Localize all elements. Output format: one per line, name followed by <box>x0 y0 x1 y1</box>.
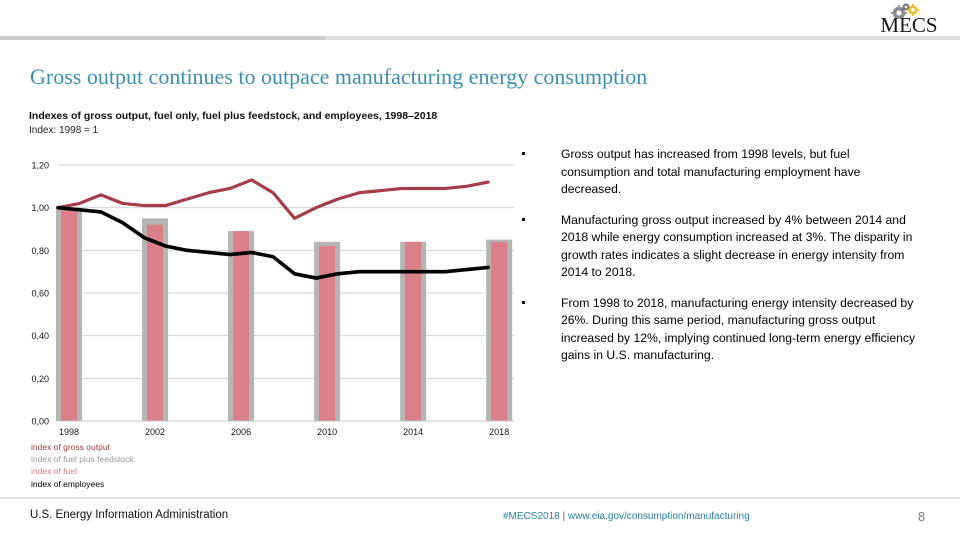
list-item: Manufacturing gross output increased by … <box>519 212 919 282</box>
x-axis-tick-label: 2014 <box>403 427 423 437</box>
footer-separator: | <box>562 511 566 522</box>
bullet-icon <box>522 300 525 304</box>
y-axis-tick-label: 0,40 <box>31 331 49 341</box>
insights-list: Gross output has increased from 1998 lev… <box>519 146 919 378</box>
footer-hashtag: #MECS2018 <box>503 511 560 522</box>
x-axis-tick-label: 2018 <box>489 427 509 437</box>
index-line-bar-chart: 0,00 0,20 0,40 0,60 0,80 1,00 1,20 1998 2002 2006… <box>31 161 514 437</box>
y-axis-tick-label: 1,20 <box>31 161 49 171</box>
page-header: MECS <box>0 0 960 40</box>
gears-icon <box>891 3 920 18</box>
legend-item-fuel: index of fuel <box>31 466 77 477</box>
bullet-text: Gross output has increased from 1998 lev… <box>561 147 861 196</box>
header-divider-accent <box>0 36 325 40</box>
y-axis-tick-label: 0,20 <box>31 374 49 384</box>
footer-divider <box>0 497 960 499</box>
line-index-of-gross-output <box>56 178 490 220</box>
x-axis-tick-label: 1998 <box>59 427 79 437</box>
chart-figure: 0,00 0,20 0,40 0,60 0,80 1,00 1,20 1998 2002 2006… <box>0 140 520 440</box>
x-axis-tick-label: 2002 <box>145 427 165 437</box>
y-axis-tick-label: 0,00 <box>31 417 49 427</box>
bar-fuel <box>147 224 164 421</box>
bar-fuel <box>319 246 336 421</box>
bullet-icon <box>522 217 525 221</box>
list-item: From 1998 to 2018, manufacturing energy … <box>519 295 919 365</box>
y-axis-tick-label: 0,80 <box>31 246 49 256</box>
mecs-logo: MECS <box>866 2 952 38</box>
chart-legend: index of gross output index of fuel plus… <box>31 441 281 490</box>
bullet-icon <box>522 152 525 155</box>
page-number: 8 <box>918 509 926 524</box>
list-item: Gross output has increased from 1998 lev… <box>519 146 919 199</box>
footer-source: #MECS2018 | www.eia.gov/consumption/manu… <box>503 511 750 522</box>
page-title: Gross output continues to outpace manufa… <box>30 64 648 89</box>
legend-item-fuel-plus-feedstock: index of fuel plus feedstock <box>31 454 134 465</box>
y-axis-tick-label: 1,00 <box>31 203 49 213</box>
chart-subtitle: Index: 1998 = 1 <box>29 125 99 136</box>
bar-fuel <box>491 241 508 421</box>
bar-fuel <box>405 241 422 421</box>
chart-title: Indexes of gross output, fuel only, fuel… <box>29 110 438 122</box>
legend-item-employees: index of employees <box>31 478 105 489</box>
x-axis-tick-label: 2006 <box>231 427 251 437</box>
y-axis-tick-label: 0,60 <box>31 289 49 299</box>
line-index-of-employees <box>56 205 490 280</box>
x-axis-tick-label: 2010 <box>317 427 337 437</box>
legend-item-gross-output: index of gross output <box>31 442 110 452</box>
bar-fuel <box>61 207 77 421</box>
footer-url[interactable]: www.eia.gov/consumption/manufacturing <box>567 511 750 522</box>
footer-organization: U.S. Energy Information Administration <box>30 509 229 521</box>
bar-fuel <box>233 231 250 421</box>
header-divider <box>0 36 960 40</box>
bullet-text: Manufacturing gross output increased by … <box>561 212 913 280</box>
logo-text: MECS <box>880 13 938 37</box>
bullet-text: From 1998 to 2018, manufacturing energy … <box>561 295 916 363</box>
